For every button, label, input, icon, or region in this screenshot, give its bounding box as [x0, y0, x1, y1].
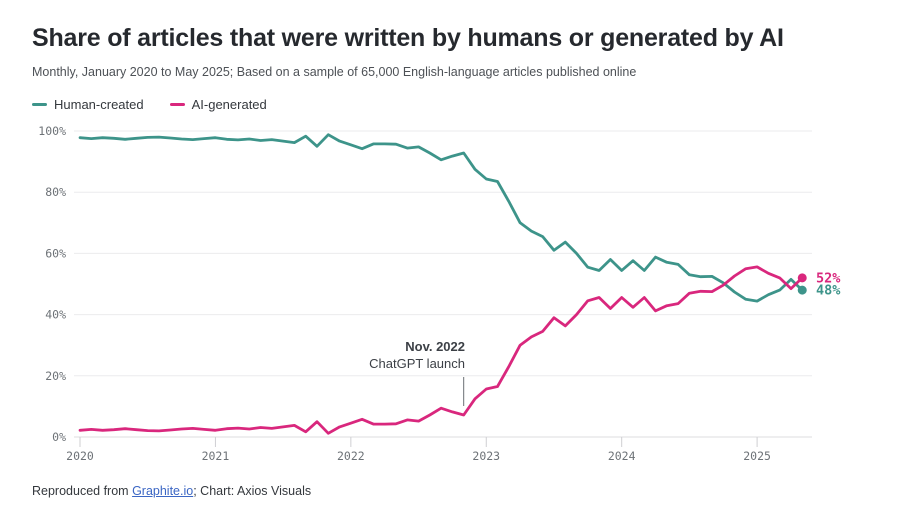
legend-label-ai-generated: AI-generated: [191, 97, 267, 112]
x-tick-label: 2023: [472, 449, 500, 463]
end-label-human-created: 48%: [816, 283, 841, 299]
y-tick-label: 80%: [45, 185, 66, 199]
chatgpt-launch-annotation: Nov. 2022 ChatGPT launch: [369, 338, 465, 372]
source-prefix: Reproduced from: [32, 484, 133, 498]
legend-item-ai-generated: AI-generated: [169, 97, 267, 112]
end-dot-human-created: [797, 285, 807, 295]
legend: Human-created AI-generated: [32, 97, 267, 112]
x-tick-label: 2024: [608, 449, 636, 463]
y-tick-label: 40%: [45, 308, 66, 322]
ai-generated-swatch-icon: [169, 102, 185, 107]
end-label-ai-generated: 52%: [816, 270, 841, 286]
series-line-human-created: [78, 133, 804, 303]
annotation-text: ChatGPT launch: [369, 356, 465, 371]
end-dot-ai-generated: [797, 273, 807, 283]
x-tick-label: 2021: [202, 449, 230, 463]
graphite-link[interactable]: Graphite.io: [132, 484, 194, 498]
human-created-swatch-icon: [32, 102, 47, 107]
x-tick-label: 2025: [743, 449, 771, 463]
y-tick-label: 0%: [52, 430, 66, 444]
source-suffix: ; Chart: Axios Visuals: [193, 484, 312, 498]
series-line-ai-generated: [78, 265, 804, 435]
annotation-date: Nov. 2022: [405, 339, 465, 354]
x-tick-label: 2022: [337, 449, 365, 463]
source-credit: Reproduced from Graphite.io; Chart: Axio…: [32, 484, 311, 498]
chart-title: Share of articles that were written by h…: [32, 24, 784, 52]
x-tick-label: 2020: [66, 449, 94, 463]
y-tick-label: 60%: [45, 246, 66, 260]
y-tick-label: 20%: [45, 369, 66, 383]
legend-label-human-created: Human-created: [54, 97, 144, 112]
chart-subtitle: Monthly, January 2020 to May 2025; Based…: [32, 65, 637, 79]
y-tick-label: 100%: [38, 124, 66, 138]
legend-item-human-created: Human-created: [32, 97, 144, 112]
